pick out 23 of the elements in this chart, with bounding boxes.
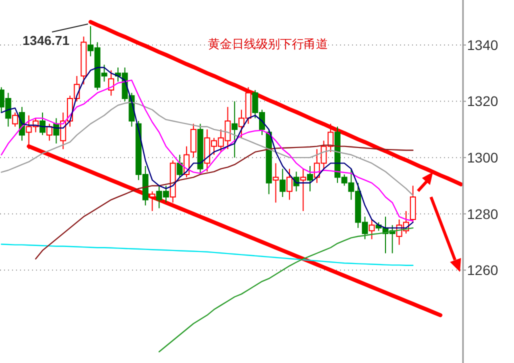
candlestick xyxy=(190,123,196,158)
candlestick xyxy=(300,168,306,212)
line-series xyxy=(0,244,414,266)
candlestick xyxy=(46,123,52,142)
y-tick-label: 1280 xyxy=(467,206,498,222)
candlestick xyxy=(40,112,46,136)
y-tick-label: 1300 xyxy=(467,149,498,166)
candlestick xyxy=(232,100,238,158)
candlestick xyxy=(272,162,279,204)
text: 黄金日线级别下行甬道 xyxy=(208,37,328,51)
y-tick-label: 1260 xyxy=(467,262,498,278)
annotation: 1346.71 xyxy=(22,33,70,48)
candlestick xyxy=(176,154,183,178)
candlestick xyxy=(149,190,156,212)
candlestick xyxy=(410,185,416,223)
y-tick-label: 1320 xyxy=(467,93,498,110)
candlestick xyxy=(286,168,292,200)
candlestick xyxy=(307,166,314,192)
candlestick xyxy=(368,218,375,240)
candlestick xyxy=(12,112,18,128)
line-series xyxy=(88,20,463,186)
y-tick-label: 1340 xyxy=(467,36,498,53)
candlestick xyxy=(280,168,286,198)
